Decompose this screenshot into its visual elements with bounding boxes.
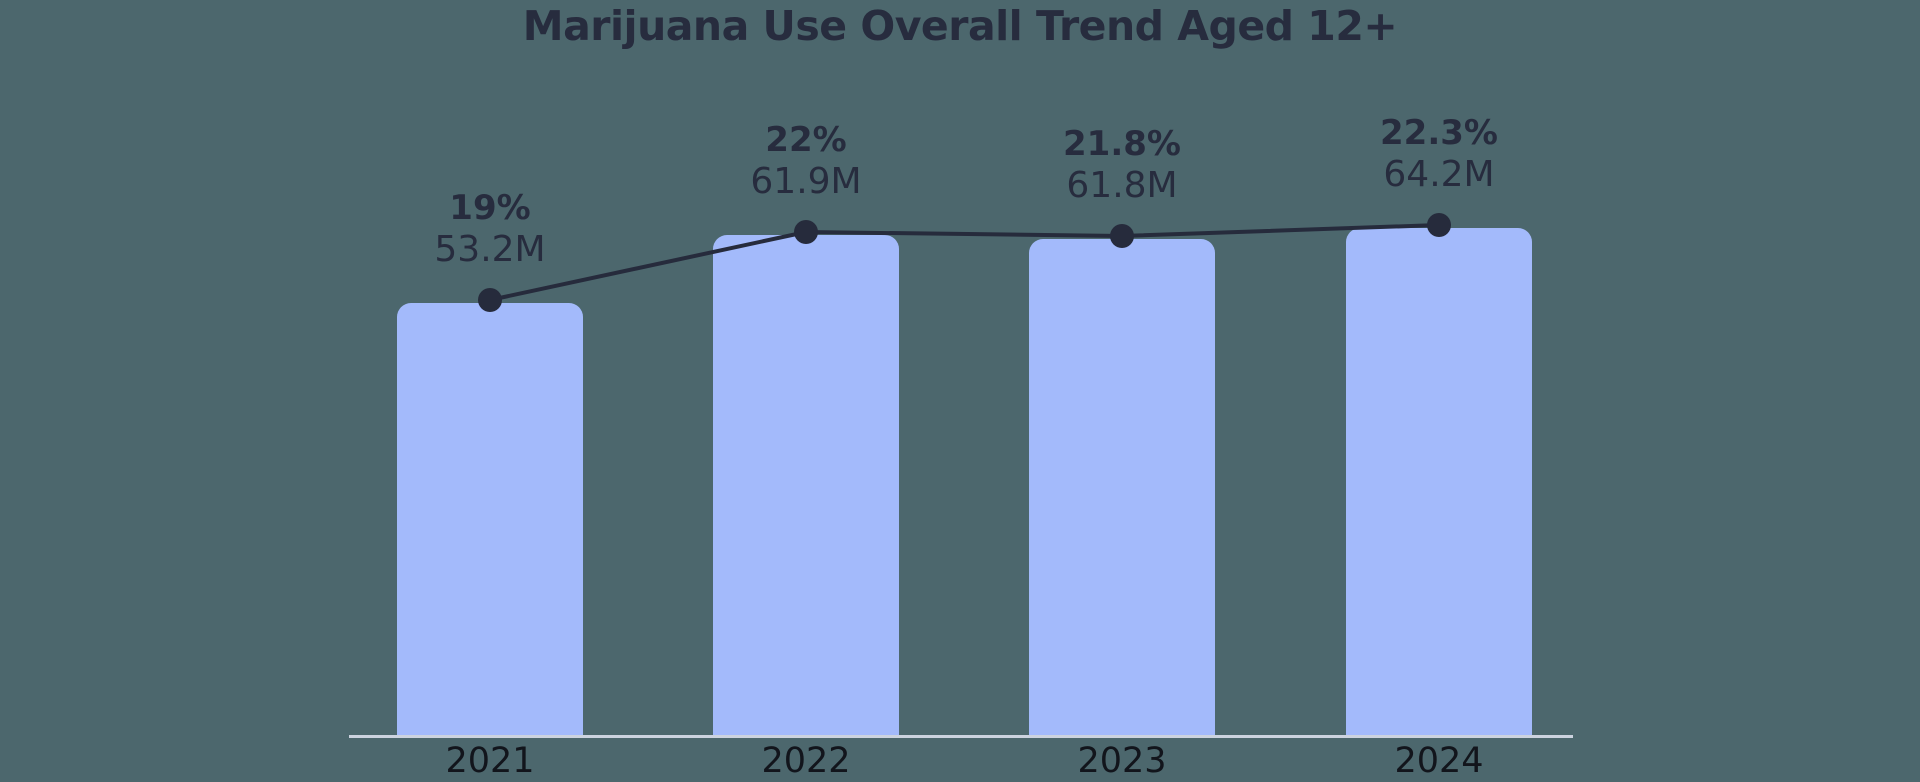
value-label-2021: 19% 53.2M (332, 187, 648, 271)
bar-group-2024: 22.3% 64.2M 2024 (1281, 0, 1597, 782)
x-axis-label-2021: 2021 (445, 741, 535, 781)
bar-2023 (1029, 239, 1215, 735)
percent-value: 22% (765, 120, 847, 160)
bar-group-2022: 22% 61.9M 2022 (648, 0, 964, 782)
bar-group-2023: 21.8% 61.8M 2023 (964, 0, 1280, 782)
millions-value: 64.2M (1383, 154, 1495, 195)
x-axis-label-2022: 2022 (761, 741, 851, 781)
bar-2022 (713, 235, 899, 735)
percent-value: 19% (449, 188, 531, 228)
x-axis-line (349, 735, 1573, 738)
value-label-2022: 22% 61.9M (648, 119, 964, 203)
millions-value: 53.2M (434, 229, 546, 270)
value-label-2024: 22.3% 64.2M (1281, 112, 1597, 196)
chart-title: Marijuana Use Overall Trend Aged 12+ (522, 2, 1398, 50)
x-axis-label-2024: 2024 (1394, 741, 1484, 781)
x-axis-label-2023: 2023 (1077, 741, 1167, 781)
bar-group-2021: 19% 53.2M 2021 (332, 0, 648, 782)
percent-value: 21.8% (1063, 124, 1181, 164)
bar-2024 (1346, 228, 1532, 735)
millions-value: 61.9M (750, 161, 862, 202)
value-label-2023: 21.8% 61.8M (964, 123, 1280, 207)
millions-value: 61.8M (1066, 165, 1178, 206)
bar-2021 (397, 303, 583, 735)
percent-value: 22.3% (1380, 113, 1498, 153)
